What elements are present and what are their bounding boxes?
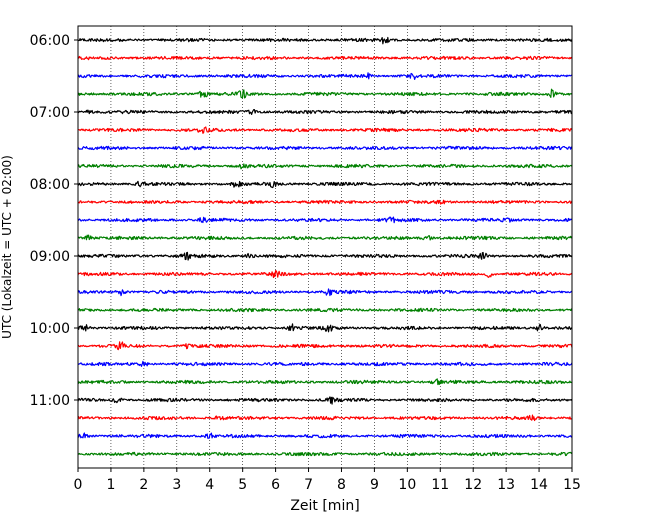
trace-0915 xyxy=(77,270,573,279)
trace-0800 xyxy=(77,180,573,189)
trace-1000 xyxy=(77,323,573,333)
x-tick-label: 4 xyxy=(205,477,214,493)
trace-1030 xyxy=(77,360,573,367)
x-tick-label: 12 xyxy=(464,477,482,493)
x-tick-label: 14 xyxy=(530,477,548,493)
x-axis-label: Zeit [min] xyxy=(290,498,359,514)
trace-0830 xyxy=(77,216,573,224)
trace-0845 xyxy=(77,234,573,241)
trace-0815 xyxy=(77,199,573,205)
y-tick-label: 09:00 xyxy=(30,249,70,265)
y-tick-label: 10:00 xyxy=(30,321,70,337)
trace-1015 xyxy=(77,341,573,351)
trace-1130 xyxy=(77,432,573,439)
y-tick-label: 07:00 xyxy=(30,105,70,121)
trace-1115 xyxy=(77,414,573,422)
x-tick-label: 5 xyxy=(238,477,247,493)
x-tick-label: 11 xyxy=(431,477,449,493)
trace-0615 xyxy=(77,55,573,61)
trace-0730 xyxy=(77,145,573,151)
x-tick-label: 0 xyxy=(74,477,83,493)
y-tick-label: 06:00 xyxy=(30,33,70,49)
x-tick-label: 9 xyxy=(370,477,379,493)
x-axis-ticks: 0 1 2 3 4 5 6 7 8 9 10 11 12 13 14 15 xyxy=(74,468,581,493)
x-tick-label: 2 xyxy=(139,477,148,493)
trace-0600 xyxy=(77,36,573,45)
y-tick-label: 11:00 xyxy=(30,393,70,409)
trace-0700 xyxy=(77,109,573,115)
y-axis-label: UTC (Lokalzeit = UTC + 02:00) xyxy=(0,155,14,339)
trace-0900 xyxy=(77,251,573,261)
trace-0930 xyxy=(77,288,573,297)
trace-0645 xyxy=(77,88,573,99)
x-tick-label: 8 xyxy=(337,477,346,493)
x-tick-label: 10 xyxy=(398,477,416,493)
x-tick-label: 7 xyxy=(304,477,313,493)
seismic-traces xyxy=(77,36,573,457)
trace-1045 xyxy=(77,378,573,386)
trace-1145 xyxy=(77,451,573,457)
trace-1100 xyxy=(77,396,573,405)
y-axis-ticks: 06:00 07:00 08:00 09:00 10:00 11:00 xyxy=(30,33,78,409)
x-tick-label: 15 xyxy=(563,477,581,493)
x-tick-label: 13 xyxy=(497,477,515,493)
trace-0745 xyxy=(77,163,573,170)
y-tick-label: 08:00 xyxy=(30,177,70,193)
trace-0630 xyxy=(77,72,573,80)
trace-0715 xyxy=(77,126,573,134)
x-tick-label: 6 xyxy=(271,477,280,493)
plot-frame xyxy=(77,25,573,469)
trace-0945 xyxy=(77,307,573,313)
x-tick-label: 1 xyxy=(106,477,115,493)
grid-lines xyxy=(110,26,540,468)
x-tick-label: 3 xyxy=(172,477,181,493)
